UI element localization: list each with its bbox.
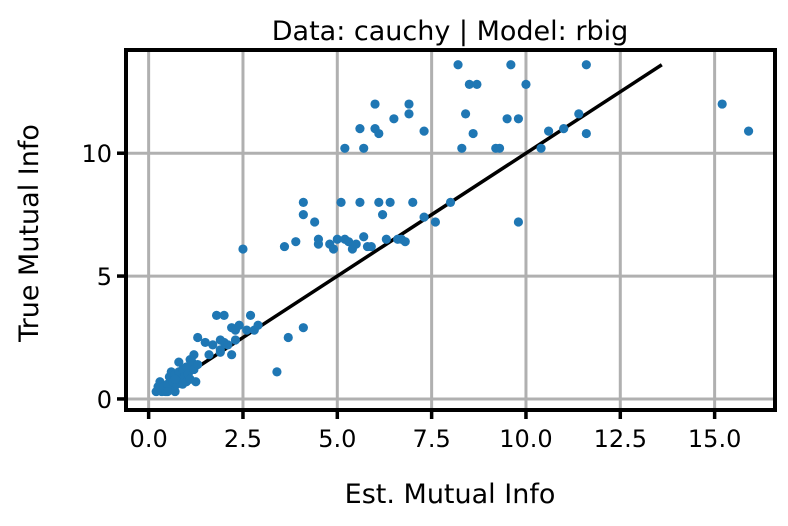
data-point (574, 109, 584, 119)
x-tick-label: 5.0 (318, 425, 356, 453)
data-point (355, 124, 365, 134)
data-point (536, 143, 546, 153)
data-point (385, 197, 395, 207)
x-axis-label: Est. Mutual Info (345, 479, 556, 510)
data-point (366, 241, 376, 252)
reference-line (155, 63, 663, 396)
data-point (211, 310, 222, 320)
data-point (445, 197, 456, 207)
data-point (502, 114, 512, 124)
data-point (430, 217, 441, 227)
x-tick-label: 10.0 (499, 425, 552, 453)
data-point (559, 124, 569, 134)
data-point (253, 320, 263, 330)
data-point (408, 197, 418, 207)
data-point (581, 128, 591, 139)
y-tick-label: 0 (97, 386, 112, 414)
data-point (464, 79, 474, 90)
data-point (355, 197, 365, 207)
data-point (344, 237, 354, 247)
data-point (230, 335, 241, 345)
data-point (521, 79, 531, 90)
data-point (453, 60, 463, 70)
data-point (400, 237, 410, 247)
data-point (279, 241, 290, 252)
data-point (389, 114, 399, 124)
data-point (457, 143, 467, 153)
data-point (223, 340, 233, 350)
data-point (227, 350, 237, 360)
y-axis-ticks: 0 5 10 (81, 140, 126, 414)
data-point (291, 237, 301, 247)
data-point (472, 79, 482, 90)
x-tick-label: 15.0 (688, 425, 741, 453)
data-point (298, 323, 308, 333)
data-point (219, 310, 229, 320)
data-point (494, 143, 505, 153)
data-point (581, 60, 591, 70)
x-tick-label: 0.0 (130, 425, 168, 453)
y-tick-label: 10 (81, 140, 112, 168)
data-point (245, 310, 256, 320)
data-point (743, 126, 754, 136)
data-point (404, 109, 414, 119)
data-point (234, 320, 244, 330)
chart-title: Data: cauchy | Model: rbig (272, 16, 628, 47)
data-point (513, 217, 524, 227)
data-point (419, 126, 429, 136)
data-point (336, 197, 346, 207)
data-point (191, 377, 201, 387)
data-point (298, 210, 308, 220)
data-point (328, 244, 339, 254)
data-point (340, 143, 350, 153)
data-point (298, 197, 308, 207)
data-point (313, 234, 324, 244)
data-point (381, 234, 391, 244)
plot-frame (124, 48, 777, 412)
data-point (193, 332, 203, 343)
x-tick-label: 7.5 (413, 425, 451, 453)
data-point (283, 332, 293, 343)
data-point (374, 128, 384, 139)
data-point (238, 244, 248, 254)
data-point (717, 99, 727, 109)
data-point (170, 386, 180, 397)
data-point (544, 126, 554, 136)
data-points (151, 60, 754, 397)
data-point (506, 60, 516, 70)
data-point (189, 350, 199, 360)
data-point (242, 325, 252, 335)
data-point (215, 347, 225, 357)
data-point (374, 197, 384, 207)
data-point (200, 337, 210, 348)
x-tick-label: 2.5 (224, 425, 262, 453)
y-axis-label: True Mutual Info (14, 124, 45, 343)
data-point (162, 386, 173, 397)
data-point (310, 217, 320, 227)
data-point (193, 359, 203, 370)
data-point (419, 212, 429, 222)
data-point (513, 114, 524, 124)
data-point (359, 143, 369, 153)
x-axis-ticks: 0.0 2.5 5.0 7.5 10.0 12.5 15.0 (130, 410, 741, 453)
data-point (359, 232, 369, 242)
y-tick-label: 5 (97, 263, 112, 291)
data-point (404, 99, 414, 109)
data-point (204, 350, 214, 360)
data-point (460, 109, 471, 119)
data-point (174, 357, 184, 367)
data-point (170, 374, 180, 384)
data-point (468, 128, 478, 139)
data-point (272, 367, 282, 377)
data-point (370, 99, 380, 109)
data-point (351, 239, 361, 249)
data-point (377, 210, 388, 220)
grid (126, 50, 775, 410)
data-point (332, 234, 342, 244)
x-tick-label: 12.5 (594, 425, 647, 453)
data-point (208, 340, 218, 350)
